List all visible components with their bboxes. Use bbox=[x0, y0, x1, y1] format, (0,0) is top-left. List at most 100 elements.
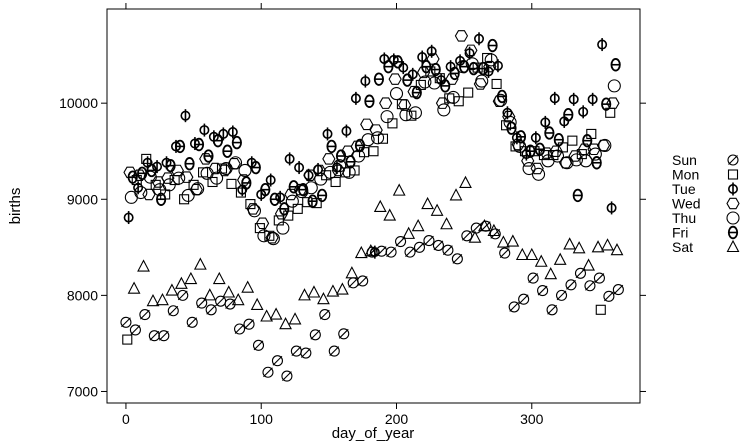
point-fri bbox=[174, 139, 186, 154]
axes: 0 100 200 300 7000 8000 9000 10000 bbox=[59, 3, 646, 427]
point-fri bbox=[525, 144, 536, 158]
x-tick-label: 100 bbox=[250, 411, 274, 427]
point-thu bbox=[371, 131, 385, 145]
point-sat bbox=[174, 276, 188, 289]
x-axis-title: day_of_year bbox=[332, 425, 415, 442]
point-thu bbox=[560, 156, 574, 170]
point-wed bbox=[558, 157, 573, 169]
legend-label-thu: Thu bbox=[672, 210, 696, 226]
legend-label-fri: Fri bbox=[672, 225, 688, 241]
point-fri bbox=[572, 188, 583, 203]
point-tue bbox=[284, 152, 295, 166]
legend-label-sun: Sun bbox=[672, 152, 697, 168]
point-fri bbox=[506, 121, 517, 135]
y-axis-title: births bbox=[7, 188, 24, 225]
point-sat bbox=[212, 271, 226, 285]
point-thu bbox=[418, 75, 432, 89]
point-sat bbox=[392, 183, 406, 196]
point-mon bbox=[207, 176, 218, 188]
point-thu bbox=[181, 188, 195, 202]
point-fri bbox=[392, 55, 403, 69]
point-mon bbox=[463, 87, 474, 98]
point-fri bbox=[335, 149, 347, 163]
point-sun bbox=[319, 309, 331, 321]
point-sun bbox=[603, 290, 615, 302]
point-mon bbox=[122, 334, 133, 345]
point-fri bbox=[354, 138, 366, 153]
point-wed bbox=[435, 97, 450, 109]
point-thu bbox=[408, 106, 422, 120]
point-sat bbox=[222, 285, 236, 298]
point-thu bbox=[314, 172, 328, 186]
point-sat bbox=[430, 203, 444, 216]
point-sat bbox=[373, 199, 387, 213]
point-thu bbox=[607, 79, 621, 93]
point-thu bbox=[427, 76, 441, 90]
point-sat bbox=[193, 257, 207, 270]
point-mon bbox=[482, 52, 493, 64]
legend-marker-tue bbox=[728, 182, 738, 196]
point-sun bbox=[158, 330, 170, 342]
point-sat bbox=[298, 288, 311, 301]
point-sun bbox=[537, 285, 549, 297]
point-sat bbox=[260, 309, 274, 322]
point-sat bbox=[279, 317, 292, 330]
point-sat bbox=[146, 293, 160, 307]
legend-marker-sun bbox=[727, 154, 739, 166]
point-sat bbox=[468, 230, 482, 243]
point-sat bbox=[156, 292, 169, 306]
point-mon bbox=[368, 146, 379, 157]
point-mon bbox=[179, 194, 190, 205]
point-thu bbox=[484, 53, 498, 67]
point-sat bbox=[364, 243, 378, 257]
point-wed bbox=[397, 99, 412, 111]
point-sun bbox=[309, 329, 321, 341]
point-thu bbox=[389, 87, 404, 101]
point-sun bbox=[281, 370, 293, 382]
point-fri bbox=[156, 192, 167, 206]
point-sun bbox=[129, 324, 141, 336]
point-fri bbox=[184, 157, 195, 171]
point-sun bbox=[555, 289, 568, 301]
point-thu bbox=[522, 161, 536, 176]
point-wed bbox=[606, 97, 620, 109]
point-tue bbox=[341, 124, 352, 138]
legend-marker-wed bbox=[726, 197, 740, 210]
point-thu bbox=[513, 139, 527, 153]
point-fri bbox=[250, 160, 261, 175]
point-wed bbox=[199, 153, 213, 165]
point-fri bbox=[402, 73, 413, 87]
point-wed bbox=[369, 124, 383, 136]
point-mon bbox=[330, 176, 341, 188]
point-mon bbox=[264, 230, 275, 241]
point-sun bbox=[177, 289, 189, 301]
point-sat bbox=[383, 208, 397, 221]
point-wed bbox=[521, 155, 535, 167]
point-wed bbox=[151, 176, 166, 188]
point-sun bbox=[139, 309, 151, 321]
point-fri bbox=[610, 58, 621, 72]
point-sun bbox=[385, 246, 397, 258]
point-fri bbox=[146, 163, 157, 178]
point-sat bbox=[411, 218, 425, 232]
point-thu bbox=[285, 194, 299, 208]
point-tue bbox=[426, 44, 437, 58]
plot-panel bbox=[106, 8, 641, 404]
point-fri bbox=[269, 192, 280, 206]
point-mon bbox=[226, 178, 237, 189]
point-fri bbox=[307, 194, 318, 208]
point-fri bbox=[411, 85, 422, 100]
x-tick-label: 300 bbox=[520, 411, 544, 427]
point-sun bbox=[300, 347, 312, 359]
point-tue bbox=[275, 190, 286, 204]
point-wed bbox=[464, 44, 478, 57]
point-fri bbox=[203, 149, 214, 163]
point-thu bbox=[380, 110, 394, 124]
point-sun bbox=[612, 284, 624, 296]
point-fri bbox=[534, 142, 545, 157]
point-wed bbox=[596, 139, 611, 152]
point-wed bbox=[142, 188, 156, 201]
legend-marker-sat bbox=[726, 239, 740, 253]
point-mon bbox=[501, 120, 512, 131]
